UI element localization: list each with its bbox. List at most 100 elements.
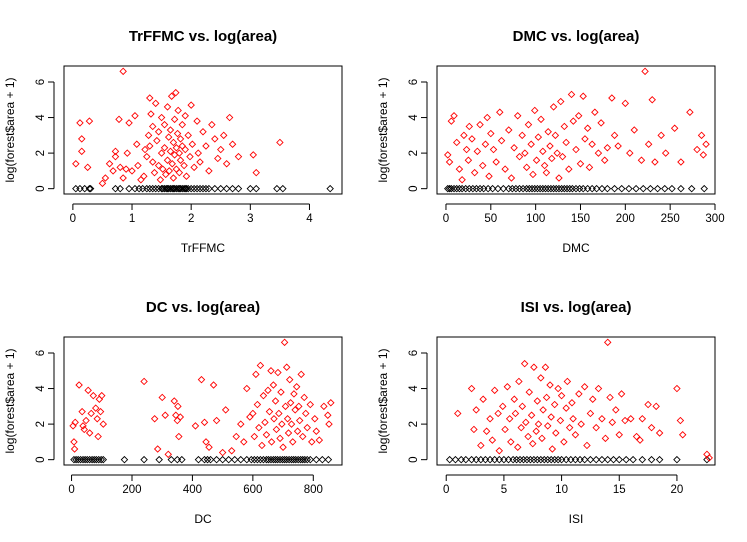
data-point	[539, 406, 547, 414]
data-point	[193, 184, 201, 193]
data-point	[295, 402, 303, 411]
data-point	[603, 338, 612, 347]
data-point	[196, 184, 204, 193]
data-point	[164, 450, 172, 459]
data-point	[247, 455, 256, 464]
data-point	[588, 140, 596, 148]
data-point	[116, 163, 124, 172]
x-tick-label: 5	[501, 484, 507, 496]
x-tick-label: 15	[613, 484, 626, 496]
data-point	[175, 168, 184, 177]
data-point	[211, 184, 219, 193]
data-point	[303, 455, 311, 464]
data-point	[83, 163, 92, 172]
data-point	[224, 455, 233, 464]
data-point	[94, 432, 102, 441]
data-point	[445, 158, 454, 166]
data-point	[259, 455, 268, 464]
data-point	[148, 184, 157, 193]
data-point	[470, 168, 479, 177]
data-point	[125, 184, 133, 193]
data-point	[181, 145, 189, 154]
data-point	[265, 407, 274, 416]
data-point	[609, 455, 618, 464]
data-point	[567, 90, 576, 99]
data-point	[175, 432, 183, 441]
data-point	[494, 409, 502, 418]
data-point	[482, 427, 491, 435]
data-point	[172, 144, 181, 152]
data-point	[222, 160, 231, 168]
chart-title: DC vs. log(area)	[146, 299, 260, 316]
data-point	[143, 184, 151, 193]
data-point	[234, 184, 243, 193]
data-point	[554, 384, 562, 393]
data-point	[557, 97, 565, 106]
panel-trffmc: TrFFMC vs. log(area) 0 1 2 3 4 0 2 4 6 TrFFMC l…	[3, 28, 343, 255]
data-point	[531, 184, 539, 193]
data-point	[253, 455, 262, 464]
data-point	[243, 384, 251, 393]
data-point	[249, 409, 257, 418]
data-point	[318, 455, 327, 464]
data-point	[217, 184, 225, 193]
data-point	[522, 184, 531, 193]
data-point	[598, 184, 606, 193]
data-point	[109, 167, 117, 175]
plot-frame	[63, 65, 343, 195]
data-point	[524, 432, 532, 441]
data-point	[603, 144, 612, 152]
data-point	[205, 443, 213, 451]
data-point	[199, 128, 207, 136]
data-point	[637, 156, 646, 164]
data-point	[72, 160, 80, 168]
data-point	[518, 131, 526, 140]
data-point	[548, 154, 556, 163]
data-point	[143, 152, 151, 161]
data-point	[187, 101, 195, 109]
data-point	[85, 184, 94, 193]
data-point	[648, 96, 656, 104]
data-point	[285, 375, 294, 384]
data-point	[677, 184, 685, 193]
data-point	[155, 455, 163, 464]
data-point	[547, 184, 555, 193]
data-point	[324, 411, 332, 419]
x-tick-label: 0	[68, 484, 74, 496]
data-point	[264, 386, 272, 395]
data-point	[250, 432, 259, 441]
data-point	[520, 359, 529, 368]
data-point	[160, 144, 169, 152]
data-point	[91, 404, 100, 412]
data-point	[537, 455, 545, 464]
data-point	[116, 184, 124, 193]
data-point	[489, 145, 498, 154]
y-tick-label: 6	[408, 350, 420, 356]
data-point	[202, 184, 210, 193]
data-point	[575, 390, 583, 398]
data-point	[324, 455, 333, 464]
data-point	[657, 131, 665, 140]
data-point	[517, 423, 525, 432]
data-point	[197, 375, 206, 384]
data-point	[532, 156, 541, 164]
x-axis-label: DC	[194, 512, 212, 526]
data-point	[283, 415, 292, 423]
data-point	[86, 184, 95, 193]
data-point	[176, 413, 185, 421]
data-point	[614, 142, 622, 150]
data-point	[140, 172, 148, 180]
data-point	[632, 184, 640, 193]
data-point	[455, 165, 464, 173]
y-tick-label: 0	[408, 456, 420, 462]
data-point	[507, 438, 515, 446]
data-point	[98, 391, 106, 400]
data-point	[492, 158, 500, 166]
data-point	[205, 167, 213, 175]
data-point	[281, 402, 290, 411]
data-point	[523, 455, 531, 464]
data-point	[592, 423, 600, 432]
y-axis: 0 2 4 6	[408, 79, 428, 192]
y-axis-label: log(forest$area + 1)	[376, 348, 390, 453]
data-point	[612, 406, 620, 414]
